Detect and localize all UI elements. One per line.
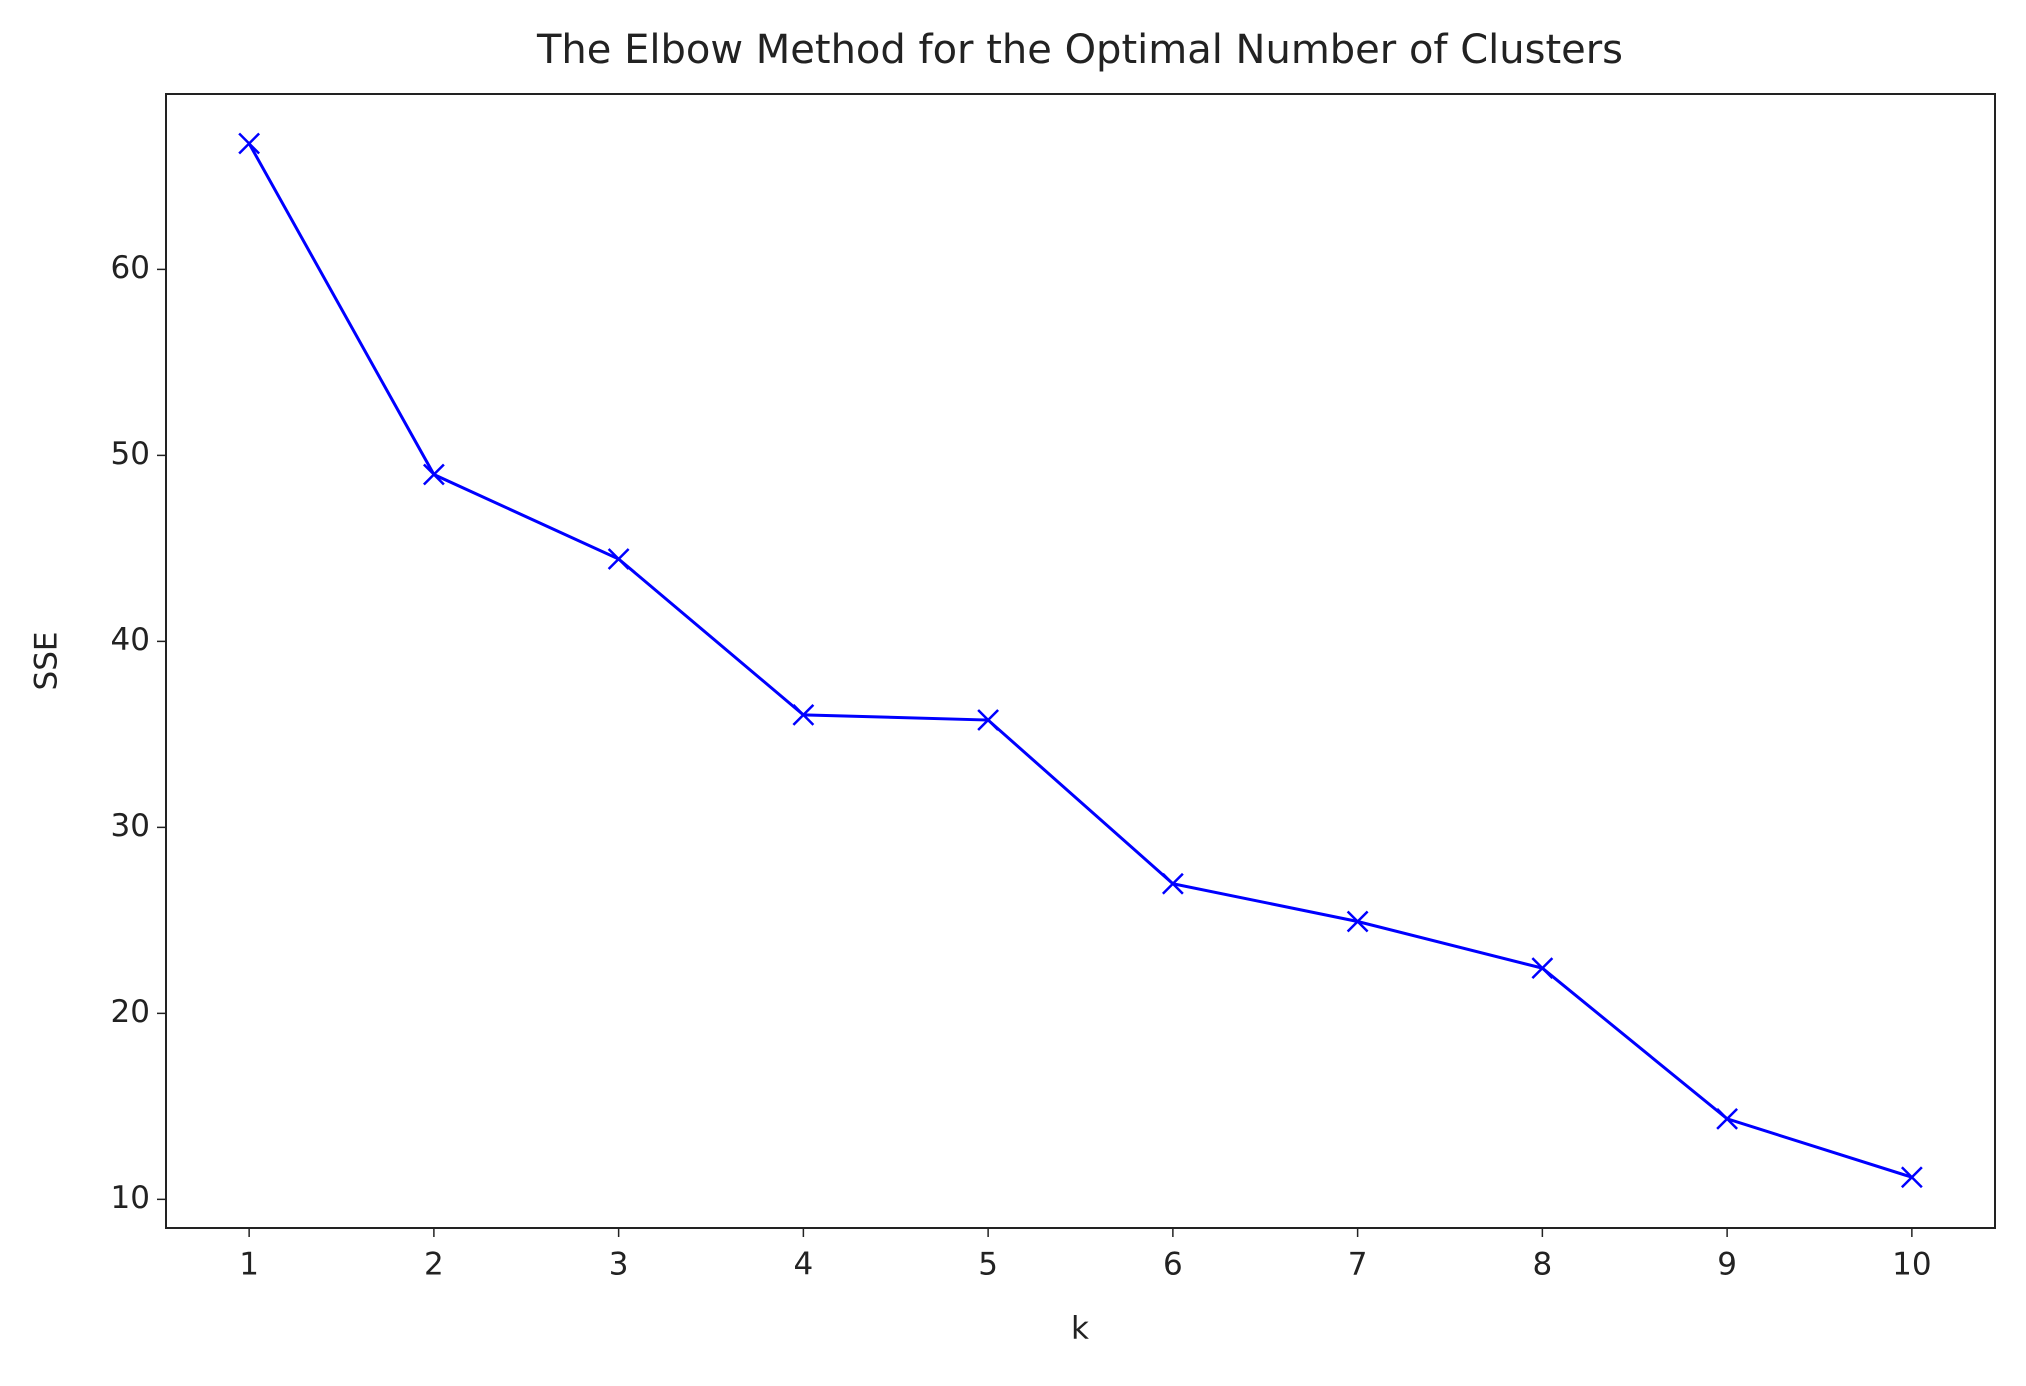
marker (792, 703, 815, 726)
marker (977, 709, 1000, 731)
marker (1531, 957, 1554, 980)
x-axis-label: k (1071, 1311, 1089, 1347)
x-tick-label: 3 (609, 1247, 629, 1283)
x-tick-label: 2 (424, 1247, 444, 1283)
y-tick-label: 60 (111, 250, 150, 286)
x-tick-label: 9 (1717, 1247, 1737, 1283)
chart-title: The Elbow Method for the Optimal Number … (536, 27, 1623, 73)
y-tick-label: 50 (111, 436, 150, 472)
marker (1161, 872, 1184, 895)
y-tick-label: 10 (111, 1180, 150, 1216)
marker (607, 548, 630, 570)
y-axis-label: SSE (29, 632, 65, 691)
x-tick-label: 10 (1892, 1247, 1931, 1283)
x-tick-label: 7 (1348, 1247, 1368, 1283)
marker (1346, 910, 1369, 933)
x-tick-label: 4 (794, 1247, 814, 1283)
x-tick-label: 1 (239, 1247, 259, 1283)
x-tick-label: 5 (978, 1247, 998, 1283)
y-tick-label: 30 (111, 808, 150, 844)
y-tick-label: 20 (111, 994, 150, 1030)
marker (1716, 1107, 1739, 1130)
line (247, 142, 1913, 1179)
marker (423, 463, 445, 486)
y-tick-label: 40 (111, 622, 150, 658)
marker (1900, 1166, 1923, 1189)
x-tick-label: 6 (1163, 1247, 1183, 1283)
x-tick-label: 8 (1533, 1247, 1553, 1283)
marker (238, 132, 261, 155)
plot-frame (165, 93, 1996, 1229)
